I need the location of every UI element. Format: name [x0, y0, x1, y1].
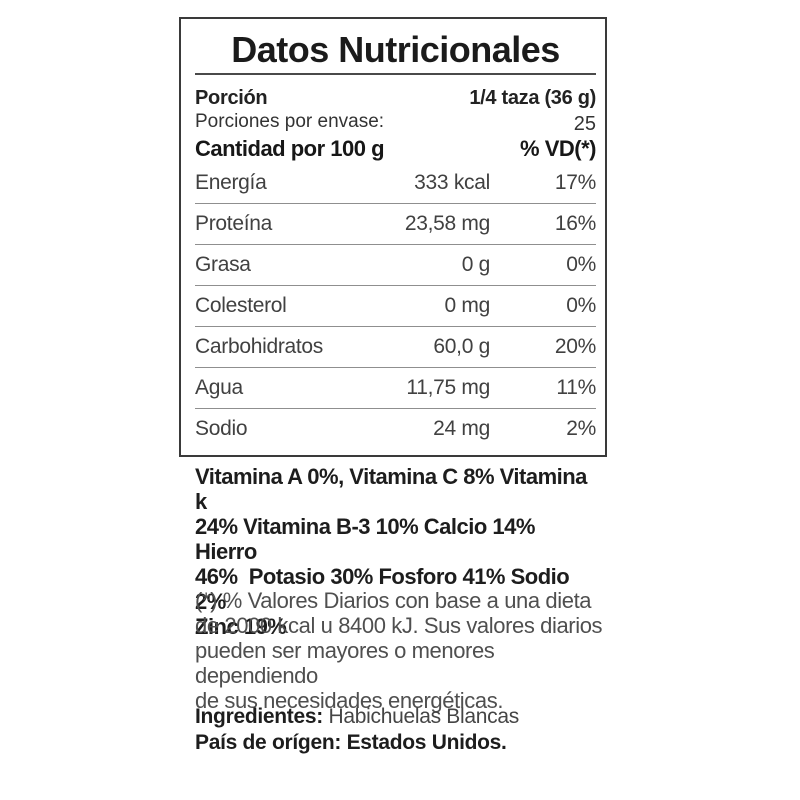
ingredients-label: Ingredientes:	[195, 705, 323, 728]
nutrient-row: Energía 333 kcal 17%	[195, 162, 596, 203]
nutrient-table: Energía 333 kcal 17% Proteína 23,58 mg 1…	[195, 162, 596, 449]
nutrient-dv: 0%	[566, 253, 596, 277]
nutrient-dv: 0%	[566, 294, 596, 318]
nutrient-amount: 24 mg	[433, 417, 490, 441]
serving-size-label: Porción	[195, 87, 268, 110]
nutrient-amount: 11,75 mg	[406, 376, 490, 400]
nutrient-dv: 2%	[566, 417, 596, 441]
nutrient-row: Carbohidratos 60,0 g 20%	[195, 326, 596, 367]
nutrient-amount: 60,0 g	[433, 335, 490, 359]
nutrient-amount: 333 kcal	[414, 170, 490, 194]
serving-size-row: Porción 1/4 taza (36 g)	[195, 86, 596, 110]
nutrient-row: Agua 11,75 mg 11%	[195, 367, 596, 408]
nutrient-amount: 0 g	[461, 253, 491, 277]
nutrient-row: Grasa 0 g 0%	[195, 244, 596, 285]
nutrient-dv: 11%	[556, 376, 596, 400]
amount-per-label: Cantidad por 100 g	[195, 136, 385, 162]
ingredients-line: Ingredientes: Habichuelas Blancas	[195, 704, 605, 730]
label-title: Datos Nutricionales	[231, 29, 560, 70]
nutrient-dv: 16%	[554, 212, 596, 236]
nutrient-name: Proteína	[195, 212, 272, 236]
nutrient-name: Carbohidratos	[195, 335, 324, 359]
serving-size-value: 1/4 taza (36 g)	[469, 87, 596, 110]
nutrient-dv: 20%	[554, 335, 596, 359]
nutrient-name: Grasa	[195, 253, 251, 277]
ingredients-block: Ingredientes: Habichuelas Blancas País d…	[195, 704, 605, 756]
nutrient-row: Sodio 24 mg 2%	[195, 408, 596, 449]
nutrient-amount: 0 mg	[444, 294, 491, 318]
amount-header-row: Cantidad por 100 g % VD(*)	[195, 136, 596, 162]
ingredients-value: Habichuelas Blancas	[322, 705, 520, 728]
nutrient-row: Colesterol 0 mg 0%	[195, 285, 596, 326]
nutrient-name: Energía	[195, 170, 267, 194]
servings-per-container-label: Porciones por envase:	[195, 111, 385, 133]
nutrition-facts-box: Datos Nutricionales Porción 1/4 taza (36…	[179, 17, 607, 457]
nutrient-amount: 23,58 mg	[404, 212, 490, 236]
daily-values-footnote: (*) % Valores Diarios con base a una die…	[195, 588, 603, 713]
nutrient-name: Agua	[195, 376, 243, 400]
nutrient-row: Proteína 23,58 mg 16%	[195, 203, 596, 244]
title-divider	[195, 73, 596, 76]
servings-per-container-value: 25	[573, 113, 596, 136]
nutrient-dv: 17%	[554, 170, 596, 194]
origin-text: País de orígen: Estados Unidos.	[195, 731, 507, 754]
vitamins-text: Vitamina A 0%, Vitamina C 8% Vitamina k …	[195, 464, 587, 639]
servings-per-container-row: Porciones por envase: 25	[195, 110, 596, 136]
daily-value-header: % VD(*)	[520, 136, 596, 162]
nutrient-name: Sodio	[195, 417, 248, 441]
nutrient-name: Colesterol	[195, 294, 287, 318]
